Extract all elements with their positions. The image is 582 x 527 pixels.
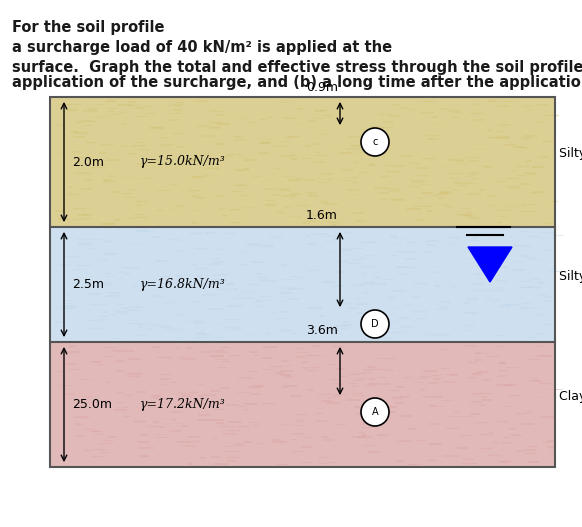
Text: 2.0m: 2.0m <box>72 155 104 169</box>
Text: D: D <box>371 319 379 329</box>
Circle shape <box>361 310 389 338</box>
Text: Silty Sand: Silty Sand <box>559 270 582 283</box>
FancyBboxPatch shape <box>50 97 555 227</box>
Text: a surcharge load of 40 kN/m² is applied at the: a surcharge load of 40 kN/m² is applied … <box>12 40 392 55</box>
Text: 25.0m: 25.0m <box>72 398 112 411</box>
Text: γ=16.8kN/m³: γ=16.8kN/m³ <box>140 278 226 291</box>
Text: 2.5m: 2.5m <box>72 278 104 291</box>
Text: A: A <box>372 407 378 417</box>
Bar <box>50 97 555 467</box>
Text: Clay & Silt: Clay & Silt <box>559 390 582 403</box>
Text: 1.6m: 1.6m <box>306 209 338 222</box>
FancyBboxPatch shape <box>50 227 555 342</box>
Text: 3.6m: 3.6m <box>306 324 338 337</box>
Text: surface.  Graph the total and effective stress through the soil profile (a) shor: surface. Graph the total and effective s… <box>12 60 582 75</box>
Text: γ=15.0kN/m³: γ=15.0kN/m³ <box>140 155 226 169</box>
Text: c: c <box>372 137 378 147</box>
Text: For the soil profile: For the soil profile <box>12 20 165 35</box>
Circle shape <box>361 398 389 426</box>
Text: Silty Sand: Silty Sand <box>559 148 582 161</box>
Text: γ=17.2kN/m³: γ=17.2kN/m³ <box>140 398 226 411</box>
Circle shape <box>361 128 389 156</box>
Text: application of the surcharge, and (b) a long time after the application of the s: application of the surcharge, and (b) a … <box>12 75 582 90</box>
Polygon shape <box>468 247 512 282</box>
FancyBboxPatch shape <box>50 342 555 467</box>
Text: 0.9m: 0.9m <box>306 81 338 94</box>
